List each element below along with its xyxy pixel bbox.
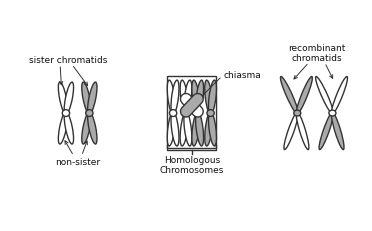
Ellipse shape [180, 112, 188, 146]
Ellipse shape [64, 112, 74, 144]
Ellipse shape [315, 77, 333, 115]
Ellipse shape [331, 112, 344, 150]
Ellipse shape [208, 112, 217, 146]
Ellipse shape [208, 81, 217, 115]
Ellipse shape [192, 81, 200, 115]
FancyBboxPatch shape [179, 100, 205, 112]
Text: chiasma: chiasma [223, 70, 261, 79]
Ellipse shape [329, 111, 336, 116]
Ellipse shape [331, 77, 347, 115]
Ellipse shape [196, 81, 203, 115]
Ellipse shape [171, 112, 179, 146]
Ellipse shape [284, 112, 298, 150]
Ellipse shape [82, 83, 91, 115]
Ellipse shape [170, 110, 177, 117]
Ellipse shape [184, 81, 192, 115]
Ellipse shape [205, 112, 213, 146]
Ellipse shape [296, 77, 312, 115]
Ellipse shape [182, 110, 190, 117]
Ellipse shape [180, 81, 188, 115]
Ellipse shape [280, 77, 298, 115]
Ellipse shape [58, 83, 68, 115]
Ellipse shape [88, 83, 97, 115]
Ellipse shape [167, 112, 175, 146]
Ellipse shape [167, 81, 175, 115]
Text: Homologous
Chromosomes: Homologous Chromosomes [160, 155, 224, 175]
Ellipse shape [58, 112, 68, 144]
Ellipse shape [207, 110, 214, 117]
Ellipse shape [205, 81, 213, 115]
Ellipse shape [319, 112, 333, 150]
Ellipse shape [296, 112, 309, 150]
Text: non-sister: non-sister [55, 157, 100, 166]
Ellipse shape [88, 112, 97, 144]
Ellipse shape [62, 110, 70, 117]
Ellipse shape [171, 81, 179, 115]
Ellipse shape [192, 112, 200, 146]
Ellipse shape [64, 83, 74, 115]
Text: sister chromatids: sister chromatids [29, 56, 107, 65]
Ellipse shape [196, 112, 203, 146]
Ellipse shape [294, 111, 301, 116]
Text: recombinant
chromatids: recombinant chromatids [288, 44, 346, 63]
Ellipse shape [184, 112, 192, 146]
Ellipse shape [194, 110, 201, 117]
Ellipse shape [86, 110, 93, 117]
Ellipse shape [82, 112, 91, 144]
